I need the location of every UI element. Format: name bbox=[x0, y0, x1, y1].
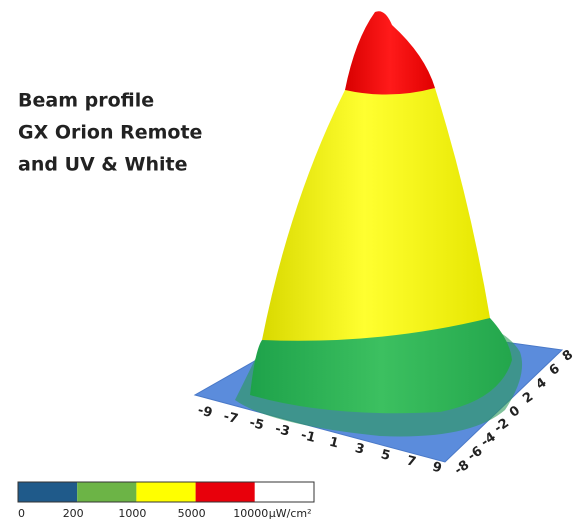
legend-label: 10000 bbox=[233, 507, 268, 520]
legend-swatch bbox=[254, 482, 314, 502]
legend-frame bbox=[17, 481, 315, 503]
x-tick-label: -1 bbox=[299, 428, 317, 446]
legend-unit: µW/cm² bbox=[269, 507, 312, 520]
legend: 0 200 1000 5000 10000 µW/cm² bbox=[17, 481, 315, 520]
legend-label: 1000 bbox=[118, 507, 146, 520]
surface-red bbox=[345, 11, 435, 95]
y-tick-label: 4 bbox=[533, 375, 549, 392]
x-tick-label: -9 bbox=[196, 403, 214, 421]
x-tick-label: 5 bbox=[379, 447, 391, 464]
y-tick-label: 2 bbox=[520, 389, 536, 406]
surface-yellow bbox=[262, 84, 490, 341]
legend-label: 0 bbox=[18, 507, 25, 520]
legend-label: 5000 bbox=[178, 507, 206, 520]
y-tick-label: -4 bbox=[478, 430, 498, 451]
x-tick-label: 7 bbox=[405, 453, 417, 470]
title-line: GX Orion Remote bbox=[18, 122, 202, 144]
y-tick-label: -2 bbox=[492, 416, 512, 437]
y-tick-label: 8 bbox=[560, 347, 576, 364]
title-line: Beam profile bbox=[18, 90, 154, 112]
legend-swatch bbox=[136, 482, 196, 502]
x-tick-label: 9 bbox=[431, 460, 443, 477]
legend-swatch bbox=[77, 482, 137, 502]
y-tick-label: 0 bbox=[507, 403, 523, 420]
surface bbox=[193, 11, 564, 463]
y-tick-label: -6 bbox=[465, 444, 485, 465]
legend-swatch bbox=[18, 482, 78, 502]
legend-swatch bbox=[195, 482, 255, 502]
x-tick-label: -3 bbox=[274, 422, 292, 440]
x-tick-label: 3 bbox=[353, 441, 365, 458]
legend-label: 200 bbox=[63, 507, 84, 520]
title-line: and UV & White bbox=[18, 154, 187, 176]
x-tick-label: -7 bbox=[222, 409, 240, 427]
y-tick-label: -8 bbox=[452, 458, 472, 479]
x-tick-label: -5 bbox=[248, 415, 266, 433]
y-tick-label: 6 bbox=[547, 361, 563, 378]
x-tick-label: 1 bbox=[328, 435, 340, 452]
